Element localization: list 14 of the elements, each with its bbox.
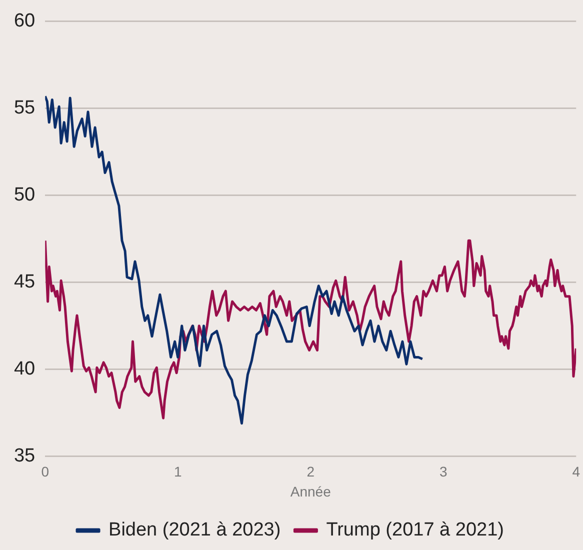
y-tick-label: 60 xyxy=(14,10,36,32)
x-tick-label: 3 xyxy=(439,464,448,480)
x-tick-label: 1 xyxy=(174,464,182,480)
x-tick-label: 4 xyxy=(572,464,580,480)
x-tick-label: 2 xyxy=(306,464,315,480)
x-axis-title: Année xyxy=(290,483,332,500)
x-tick-label: 0 xyxy=(41,464,50,480)
y-tick-label: 35 xyxy=(14,446,36,467)
y-tick-label: 40 xyxy=(14,358,36,380)
legend-label: Biden (2021 à 2023) xyxy=(108,520,281,541)
y-tick-label: 45 xyxy=(14,272,36,293)
y-tick-label: 50 xyxy=(14,184,36,206)
y-tick-label: 55 xyxy=(14,98,36,119)
legend-label: Trump (2017 à 2021) xyxy=(326,520,504,541)
